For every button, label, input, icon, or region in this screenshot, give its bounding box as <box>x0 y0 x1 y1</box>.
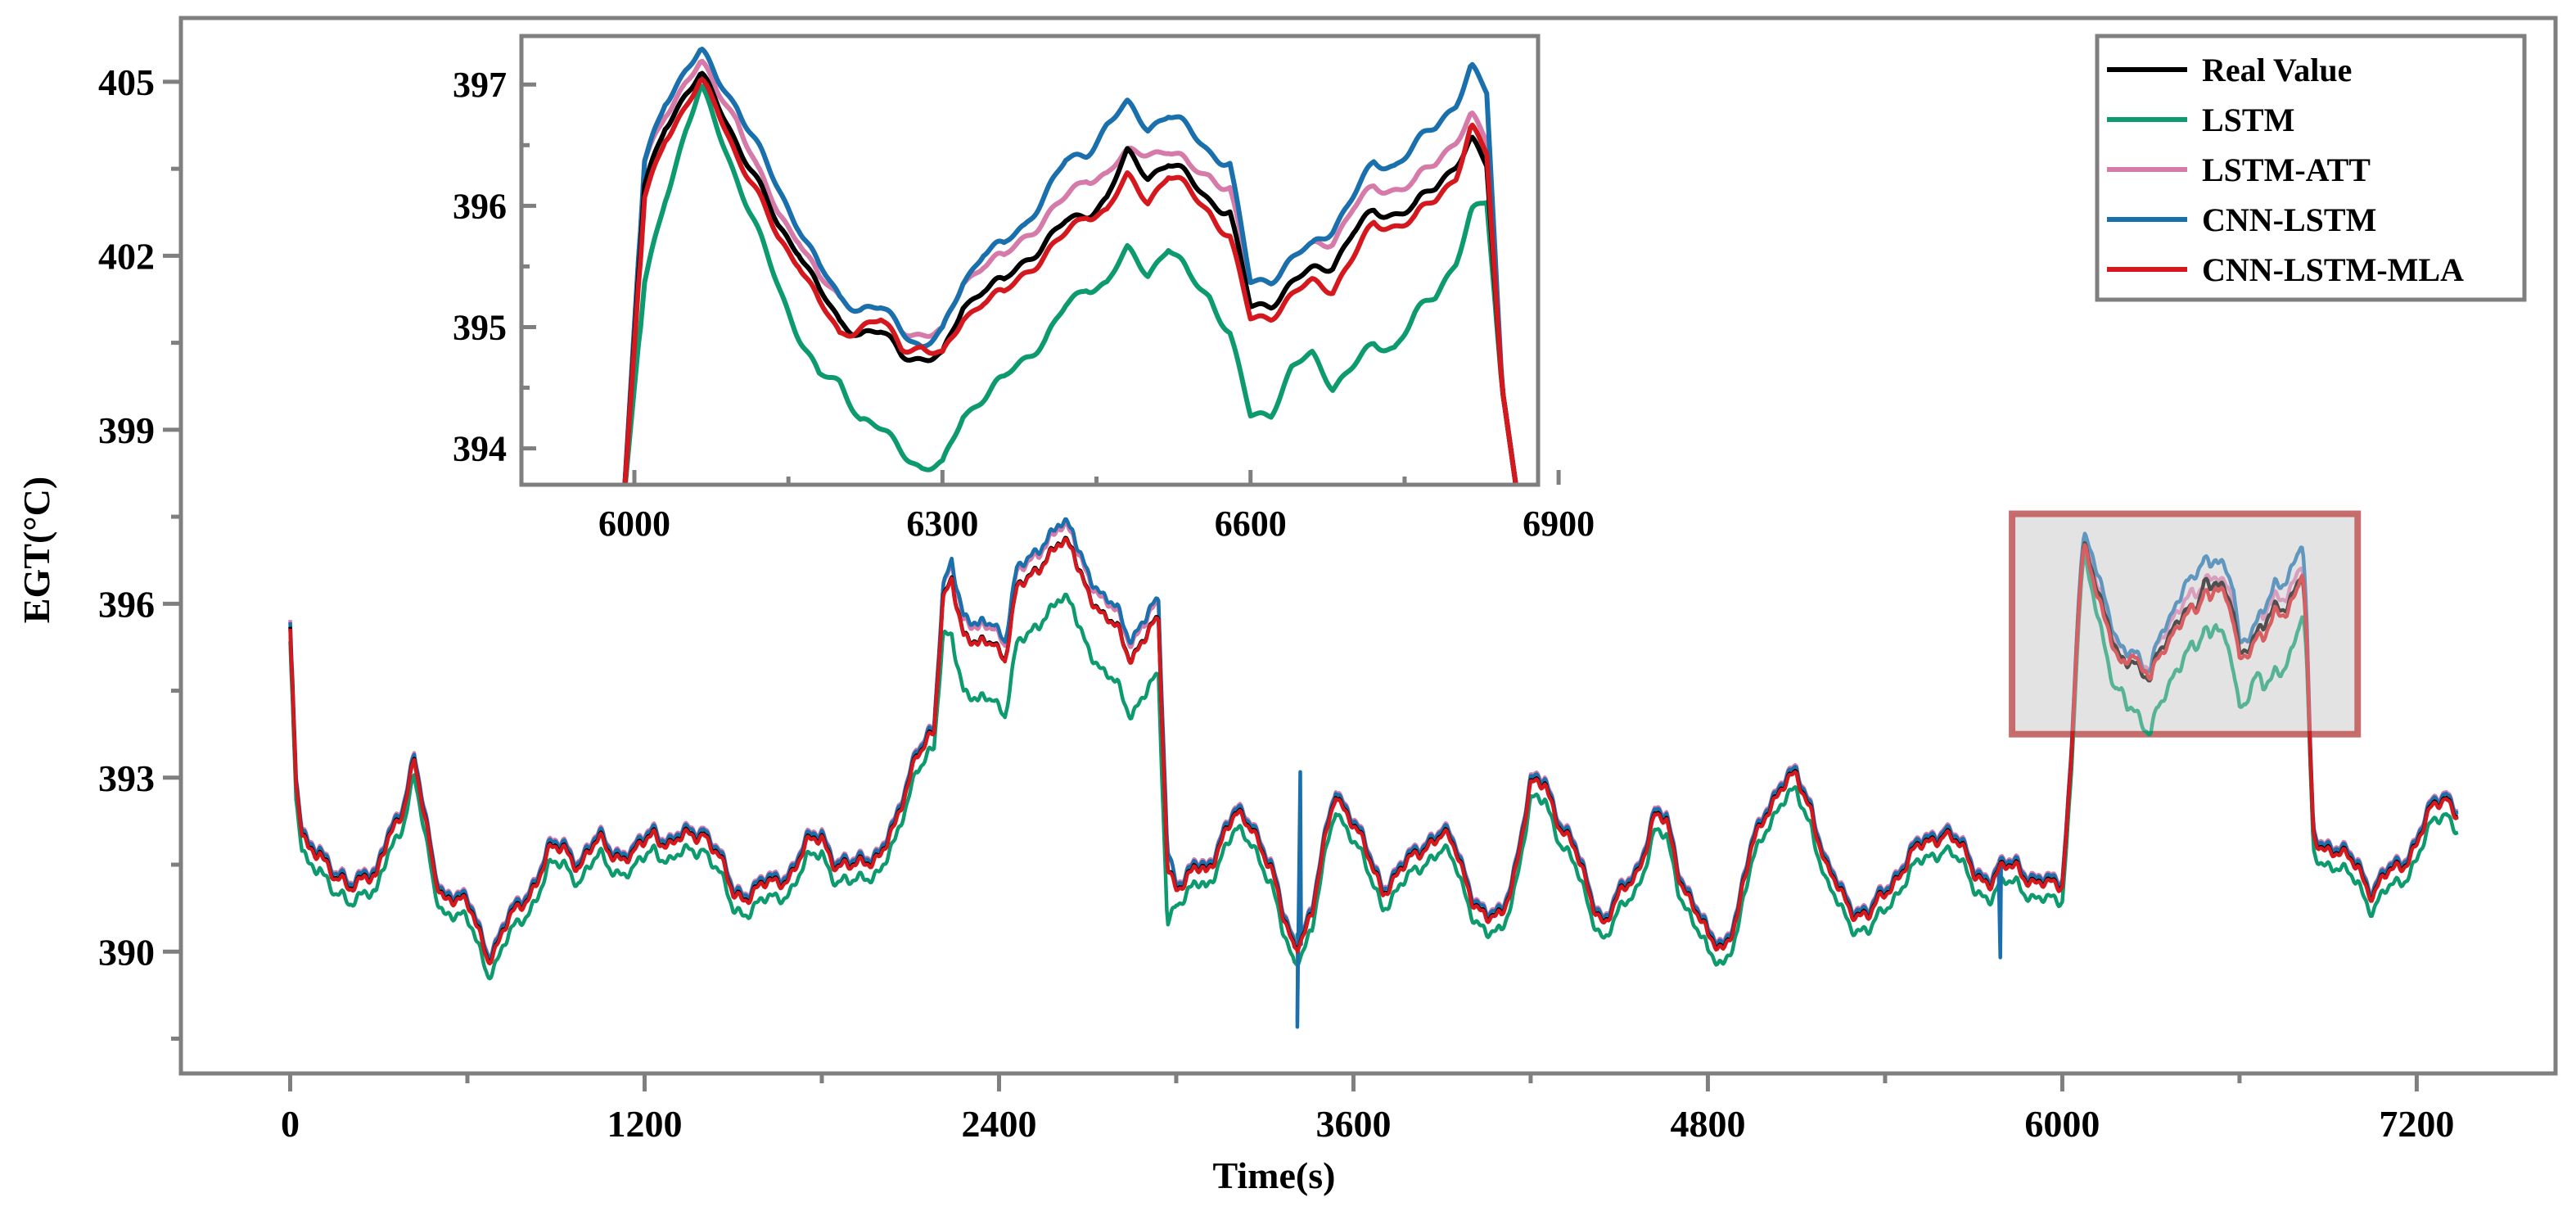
y-tick-label: 405 <box>98 61 155 103</box>
x-tick-label: 2400 <box>961 1103 1036 1145</box>
zoom-highlight-overlay <box>2015 517 2355 731</box>
series-line-cnn-lstm-mla <box>288 536 2459 965</box>
y-axis-title: EGT(°C) <box>16 477 57 623</box>
inset-y-tick-label: 396 <box>453 186 507 226</box>
x-tick-label: 6000 <box>2024 1103 2100 1145</box>
legend-label: CNN-LSTM <box>2202 201 2376 238</box>
inset-y-tick-label: 397 <box>453 65 507 105</box>
legend-label: Real Value <box>2202 52 2352 88</box>
main-plot-frame <box>178 16 2558 1076</box>
y-tick-label: 390 <box>98 931 155 973</box>
inset-lines <box>622 47 1518 485</box>
inset-x-tick-label: 6300 <box>906 504 978 544</box>
inset-y-tick-label: 395 <box>453 307 507 347</box>
y-tick-label: 402 <box>98 235 155 277</box>
main-chart: 0 1200 2400 3600 4800 6000 7200 390 393 396 399 402… <box>16 16 2558 1196</box>
inset-chart: 6000 6300 6600 6900 394 395 396 397 <box>453 34 1595 544</box>
legend-label: CNN-LSTM-MLA <box>2202 251 2464 288</box>
x-tick-label: 1200 <box>607 1103 682 1145</box>
inset-series-line-real-value <box>622 70 1518 485</box>
inset-series-line-lstm <box>622 84 1518 485</box>
inset-series-line-cnn-lstm <box>622 47 1518 485</box>
inset-y-tick-label: 394 <box>453 429 507 469</box>
inset-x-tick-label: 6000 <box>598 504 670 544</box>
inset-series-line-lstm-att <box>622 58 1518 485</box>
y-tick-label: 399 <box>98 409 155 451</box>
x-axis-title: Time(s) <box>1213 1155 1336 1196</box>
inset-x-tick-label: 6900 <box>1523 504 1595 544</box>
inset-series-line-cnn-lstm-mla <box>622 77 1518 485</box>
legend-label: LSTM <box>2202 102 2294 138</box>
x-tick-label: 7200 <box>2379 1103 2454 1145</box>
legend-label: LSTM-ATT <box>2202 151 2371 188</box>
inset-x-tick-label: 6600 <box>1215 504 1287 544</box>
x-tick-label: 0 <box>281 1103 300 1145</box>
y-tick-label: 393 <box>98 757 155 799</box>
x-tick-label: 4800 <box>1670 1103 1745 1145</box>
x-tick-label: 3600 <box>1315 1103 1391 1145</box>
series-line-lstm <box>288 554 2459 981</box>
legend: Real Value LSTM LSTM-ATT CNN-LSTM CNN-LSTM-M… <box>2095 34 2527 302</box>
inset-frame <box>519 34 1541 487</box>
y-tick-label: 396 <box>98 583 155 625</box>
